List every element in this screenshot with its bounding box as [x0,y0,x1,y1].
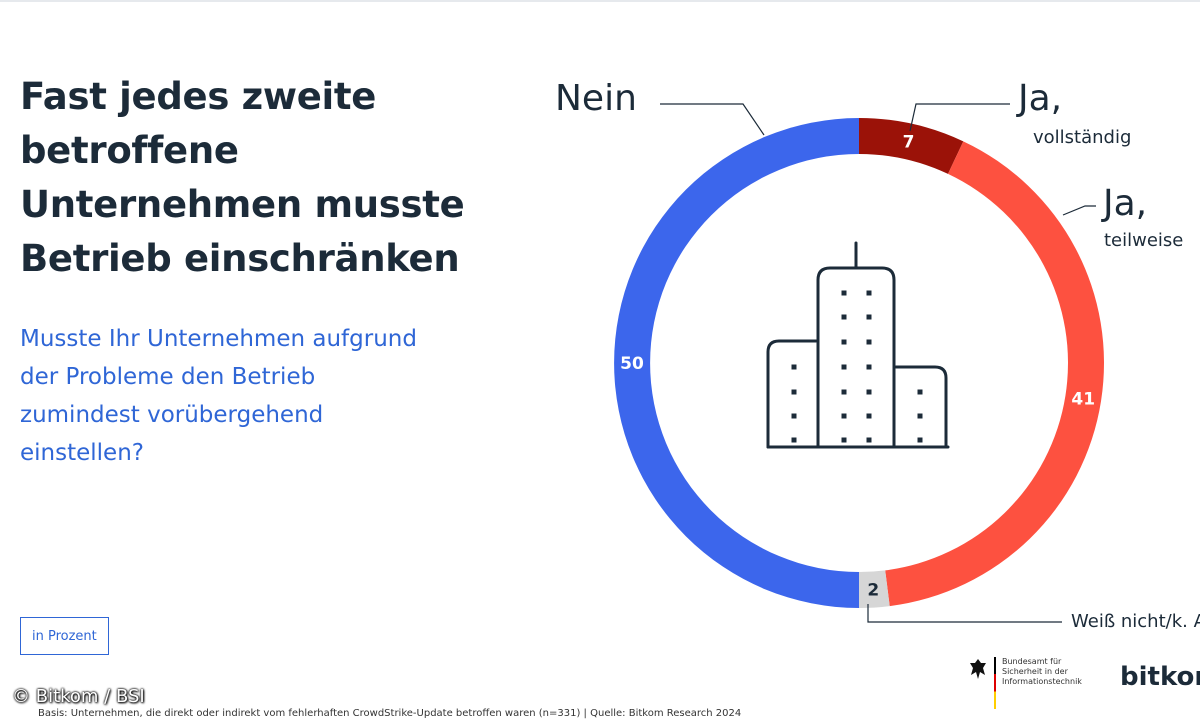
window [866,364,872,370]
window [841,314,847,320]
window [866,290,872,296]
building-windows [791,290,923,443]
window [841,437,847,443]
bitkom-logo: bitkom [1120,662,1200,692]
window [841,364,847,370]
unit-badge: in Prozent [20,617,109,655]
window [917,389,923,395]
flag-bar [994,657,996,709]
window [791,413,797,419]
window [841,290,847,296]
bsi-logo: Bundesamt für Sicherheit in der Informat… [968,657,1102,709]
slice-ja_teilweise [885,141,1104,607]
label-weiss-nicht: Weiß nicht/k. A. [1071,611,1200,632]
donut-slices [614,118,1104,608]
top-rule [0,0,1200,2]
slice-ja_vollstaendig [859,118,964,174]
slice-weiss_nicht [859,570,890,608]
leader-lines [660,103,1096,623]
window [841,339,847,345]
window [866,413,872,419]
window [866,314,872,320]
window [841,389,847,395]
leader-nein [660,103,765,136]
slice-nein [614,118,859,608]
label-ja-vollstaendig-sub: vollständig [1033,127,1131,148]
label-ja-vollstaendig-main: Ja, [1016,78,1062,119]
window [917,413,923,419]
window [841,413,847,419]
window [866,389,872,395]
window [791,364,797,370]
value-label-weiss_nicht: 2 [867,581,879,601]
eagle-icon [970,659,986,679]
value-label-nein: 50 [620,354,644,374]
window [791,389,797,395]
page-title: Fast jedes zweite betroffene Unternehmen… [20,75,465,280]
label-nein: Nein [555,78,637,119]
window [866,437,872,443]
building-icon [766,241,950,449]
survey-question: Musste Ihr Unternehmen aufgrund der Prob… [20,326,417,466]
value-label-ja_vollstaendig: 7 [903,132,915,152]
label-ja-teilweise-sub: teilweise [1104,230,1183,251]
copyright: © Bitkom / BSI [12,686,145,707]
value-labels: 7 41 2 50 [620,132,1095,600]
window [917,437,923,443]
window [866,339,872,345]
leader-ja-vollstaendig [909,103,1010,132]
value-label-ja_teilweise: 41 [1071,390,1095,410]
bsi-logo-text: Bundesamt für Sicherheit in der Informat… [1002,657,1082,686]
footnote: Basis: Unternehmen, die direkt oder indi… [38,708,742,719]
leader-ja-teilweise [1062,205,1096,216]
leader-weiss-nicht [867,604,1062,623]
window [791,437,797,443]
label-ja-teilweise-main: Ja, [1101,183,1147,224]
